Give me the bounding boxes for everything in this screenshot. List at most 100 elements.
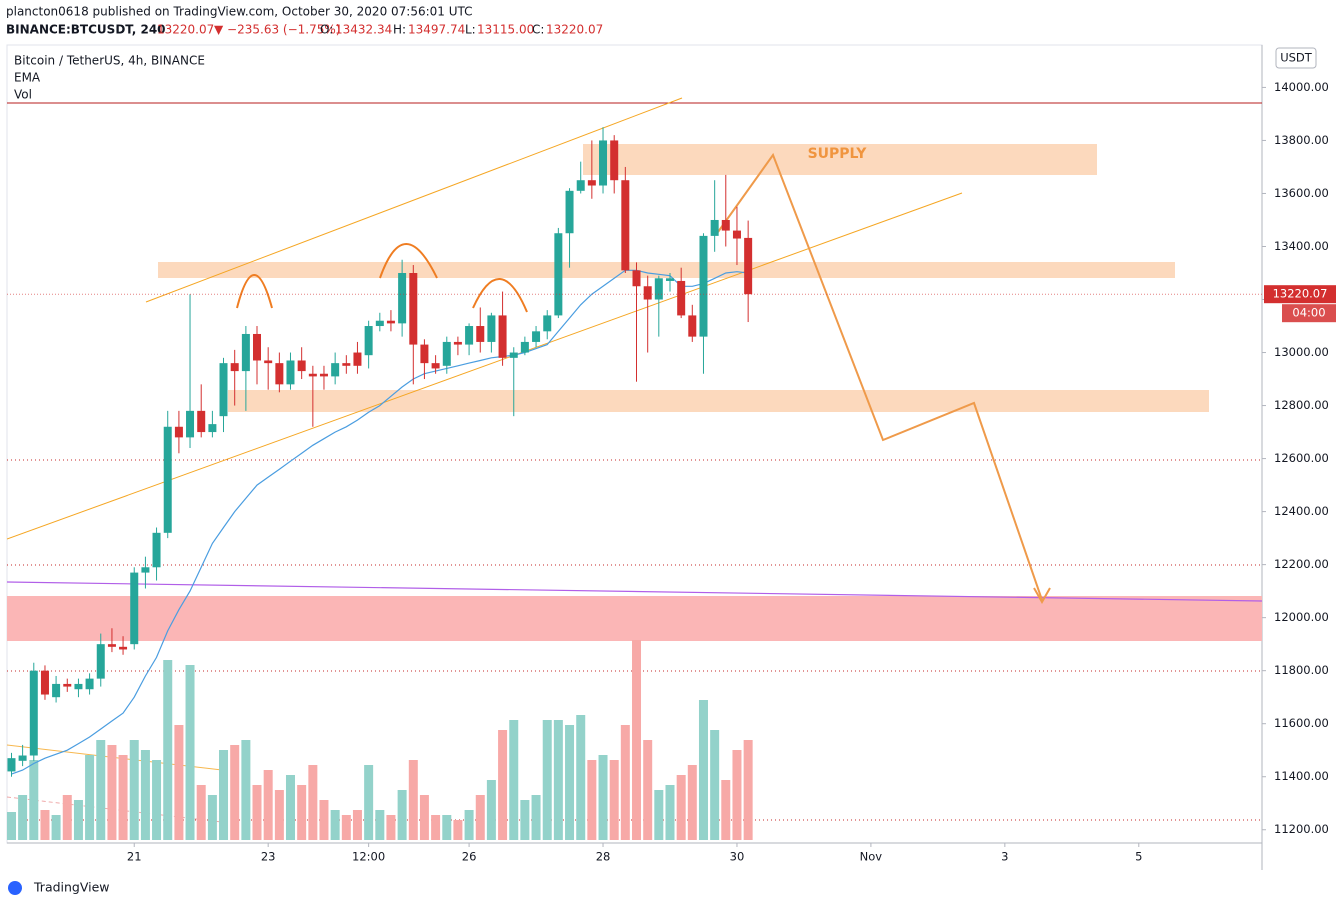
candle-body (52, 683, 61, 698)
volume-bar (498, 730, 508, 840)
candle-body (465, 326, 474, 345)
x-tick-label: 5 (1135, 850, 1142, 864)
volume-bar (609, 760, 619, 840)
volume-bar (386, 815, 396, 840)
volume-bar (453, 820, 463, 840)
volume-bar (319, 800, 329, 840)
volume-bar (732, 750, 742, 840)
volume-bar (565, 725, 575, 840)
volume-bar (85, 755, 95, 840)
currency[interactable]: USDT (1280, 51, 1313, 65)
volume-bar (51, 815, 61, 840)
x-tick-label: 21 (127, 850, 142, 864)
volume-bar (352, 810, 362, 840)
volume-bar (431, 815, 441, 840)
y-tick-label: 12400.00 (1274, 504, 1329, 518)
candle-body (398, 273, 407, 324)
y-tick-label: 12000.00 (1274, 610, 1329, 624)
publisher: plancton0618 published on TradingView.co… (6, 5, 473, 19)
volume-bar (643, 740, 653, 840)
x-tick-label: 28 (596, 850, 611, 864)
series (7, 127, 1262, 840)
channel-line (145, 97, 683, 303)
volume-bar (40, 810, 50, 840)
volume-bar (62, 795, 72, 840)
supply-zone (583, 144, 1097, 175)
candle-body (308, 373, 317, 377)
candle-body (543, 315, 552, 332)
volume-bar (743, 740, 753, 840)
x-tick-label: 30 (730, 850, 745, 864)
supply-label: SUPPLY (808, 146, 868, 162)
volume-bar (698, 700, 708, 840)
volume-bar (140, 750, 150, 840)
volume-bar (219, 750, 229, 840)
candle-body (342, 363, 351, 366)
y-tick-label: 13000.00 (1274, 345, 1329, 359)
last-price: 13220.07 (157, 23, 214, 37)
close: 13220.07 (546, 23, 603, 37)
symbol: BINANCE:BTCUSDT, 240 (6, 23, 166, 37)
y-tick-label: 13600.00 (1274, 186, 1329, 200)
candle-body (732, 230, 741, 239)
c-label: C: (532, 23, 544, 37)
candle-body (252, 333, 261, 361)
candle-body (152, 532, 161, 568)
y-tick-label: 11400.00 (1274, 769, 1329, 783)
x-tick-label: 3 (1001, 850, 1008, 864)
candle-body (699, 235, 708, 337)
volume-bar (442, 815, 452, 840)
candle-body (275, 363, 284, 385)
volume-bar (297, 785, 307, 840)
volume-bar (576, 715, 586, 840)
candle-body (632, 270, 641, 287)
candle-body (587, 180, 596, 186)
volume-bar (73, 800, 83, 840)
x-tick-label: 26 (462, 850, 477, 864)
volume-bar (721, 780, 731, 840)
h-label: H: (393, 23, 406, 37)
volume-bar (475, 795, 485, 840)
volume-bar (665, 785, 675, 840)
candle-body (230, 363, 239, 372)
volume-bar (486, 780, 496, 840)
volume-bar (553, 720, 563, 840)
y-tick-label: 14000.00 (1274, 80, 1329, 94)
candle-body (498, 315, 507, 358)
high: 13497.74 (408, 23, 465, 37)
arrow-head (1033, 587, 1051, 605)
volume-bar (676, 775, 686, 840)
candle-body (208, 424, 217, 433)
price-label: 13220.07 (1273, 287, 1328, 301)
volume-bar (163, 660, 173, 840)
candle-body (130, 572, 139, 645)
y-tick-label: 12600.00 (1274, 451, 1329, 465)
candle-body (643, 286, 652, 300)
volume-bar (464, 810, 474, 840)
candle-body (286, 360, 295, 385)
candle-body (420, 344, 429, 364)
candle-body (18, 755, 27, 761)
candle-body (721, 219, 730, 231)
arc (472, 278, 528, 313)
y-tick-label: 11800.00 (1274, 663, 1329, 677)
candle-body (174, 426, 183, 438)
y-tick-label: 13800.00 (1274, 133, 1329, 147)
candle-body (386, 320, 395, 324)
legend-ema: EMA (14, 71, 41, 85)
candle-body (431, 363, 440, 369)
volume-bar (196, 785, 206, 840)
volume-bar (330, 810, 340, 840)
currency-box[interactable] (1275, 47, 1317, 69)
candle-body (163, 426, 172, 533)
candle-body (107, 644, 116, 647)
candle-body (744, 237, 753, 295)
y-tick-label: 11200.00 (1274, 822, 1329, 836)
volume-bar (118, 755, 128, 840)
candle-body (7, 758, 16, 772)
candle-body (119, 646, 128, 650)
candle-body (297, 360, 306, 372)
volume-bar (397, 790, 407, 840)
volume-bar (308, 765, 318, 840)
